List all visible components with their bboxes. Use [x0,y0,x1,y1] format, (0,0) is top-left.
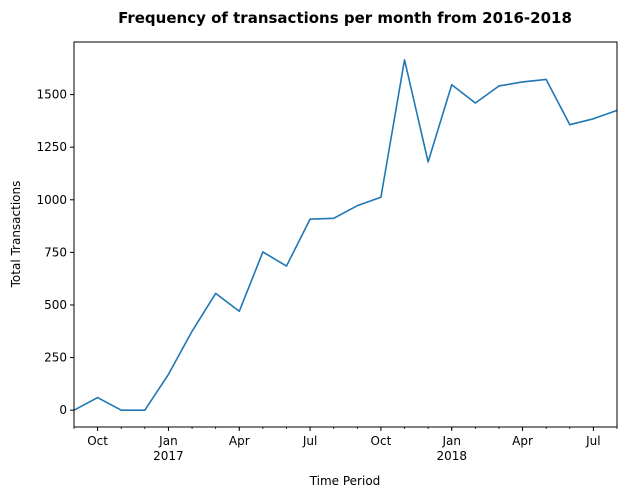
data-point [285,265,288,268]
chart-title: Frequency of transactions per month from… [118,9,572,27]
data-point [592,117,595,120]
y-tick-label: 0 [59,403,67,417]
y-axis-label: Total Transactions [9,181,23,289]
x-tick-label: Apr [229,434,250,448]
x-tick-label: Oct [87,434,108,448]
data-point [521,80,524,83]
y-tick-label: 250 [44,351,67,365]
x-tick-year-label: 2017 [153,449,184,463]
data-point [261,250,264,253]
x-axis-label: Time Period [309,474,381,488]
data-point [332,217,335,220]
plot-frame [73,41,618,428]
data-point [238,310,241,313]
x-tick-label: Jan [158,434,178,448]
data-point [309,218,312,221]
data-point [545,78,548,81]
data-point [497,84,500,87]
data-point [96,396,99,399]
data-point [143,409,146,412]
x-tick-label: Oct [371,434,392,448]
data-point [403,58,406,61]
data-point [120,409,123,412]
data-point [191,330,194,333]
series-line [73,59,618,411]
y-tick-label: 1250 [36,140,67,154]
x-tick-label: Jul [302,434,317,448]
x-tick-year-label: 2018 [436,449,467,463]
x-tick-label: Jul [585,434,600,448]
y-tick-label: 500 [44,298,67,312]
data-point [427,160,430,163]
y-tick-label: 1000 [36,193,67,207]
data-point [450,83,453,86]
data-point [474,102,477,105]
x-tick-label: Apr [512,434,533,448]
y-tick-label: 1500 [36,88,67,102]
data-point [167,373,170,376]
data-point [379,196,382,199]
data-point [356,204,359,207]
y-tick-label: 750 [44,245,67,259]
data-point [214,292,217,295]
data-point [568,123,571,126]
x-tick-label: Jan [441,434,461,448]
